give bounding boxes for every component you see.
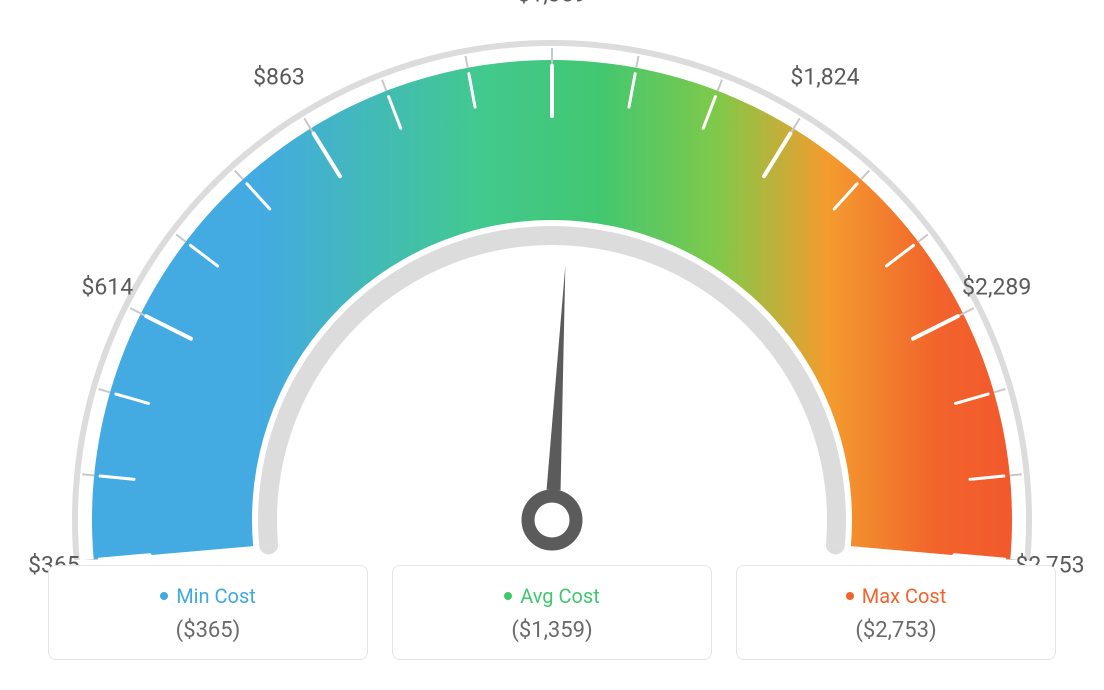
- gauge-scale-label: $614: [81, 273, 133, 300]
- max-cost-value: ($2,753): [757, 618, 1035, 643]
- gauge-area: $365$614$863$1,359$1,824$2,289$2,753: [0, 0, 1104, 560]
- gauge-scale-label: $863: [253, 64, 305, 91]
- max-cost-title: Max Cost: [846, 584, 947, 608]
- avg-cost-dot-icon: [504, 592, 512, 600]
- gauge-needle: [528, 265, 576, 544]
- cost-gauge-widget: $365$614$863$1,359$1,824$2,289$2,753 Min…: [0, 0, 1104, 690]
- avg-cost-card: Avg Cost ($1,359): [392, 565, 712, 660]
- max-cost-title-text: Max Cost: [862, 584, 947, 608]
- avg-cost-title-text: Avg Cost: [520, 584, 600, 608]
- gauge-svg: [0, 0, 1104, 560]
- gauge-inner-cap-left: [259, 544, 278, 554]
- gauge-scale-label: $2,289: [962, 273, 1031, 300]
- max-cost-card: Max Cost ($2,753): [736, 565, 1056, 660]
- min-cost-value: ($365): [69, 618, 347, 643]
- min-cost-title-text: Min Cost: [176, 584, 256, 608]
- min-cost-title: Min Cost: [160, 584, 256, 608]
- min-cost-dot-icon: [160, 592, 168, 600]
- gauge-scale-label: $1,359: [517, 0, 586, 8]
- avg-cost-value: ($1,359): [413, 618, 691, 643]
- gauge-inner-cap-right: [826, 544, 845, 554]
- gauge-scale-label: $1,824: [790, 64, 859, 91]
- avg-cost-title: Avg Cost: [504, 584, 600, 608]
- max-cost-dot-icon: [846, 592, 854, 600]
- min-cost-card: Min Cost ($365): [48, 565, 368, 660]
- cost-cards-row: Min Cost ($365) Avg Cost ($1,359) Max Co…: [0, 565, 1104, 660]
